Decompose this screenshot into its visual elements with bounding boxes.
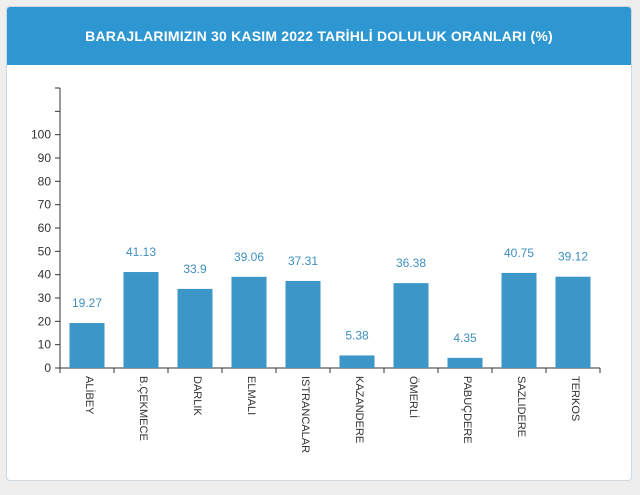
bar-value-label: 5.38 <box>345 328 369 342</box>
chart-card: BARAJLARIMIZIN 30 KASIM 2022 TARİHLİ DOL… <box>6 6 632 481</box>
bar-value-label: 36.38 <box>396 256 426 270</box>
y-tick-label: 50 <box>38 244 52 258</box>
bar-value-label: 33.9 <box>183 262 207 276</box>
bar <box>69 323 105 368</box>
bar <box>339 355 375 368</box>
y-tick-label: 10 <box>38 338 52 352</box>
bar-value-label: 37.31 <box>288 254 318 268</box>
bar <box>123 272 159 368</box>
bar <box>501 272 537 368</box>
y-tick-label: 20 <box>38 314 52 328</box>
bar-value-label: 39.06 <box>234 250 264 264</box>
bar-value-label: 41.13 <box>126 245 156 259</box>
bar-value-label: 4.35 <box>453 331 477 345</box>
y-tick-label: 60 <box>38 221 52 235</box>
chart-title: BARAJLARIMIZIN 30 KASIM 2022 TARİHLİ DOL… <box>85 28 553 44</box>
bar <box>177 288 213 368</box>
x-tick-label: TERKOS <box>569 376 581 421</box>
bar <box>555 276 591 368</box>
bar-value-label: 39.12 <box>558 250 588 264</box>
x-tick-label: ELMALI <box>245 376 257 415</box>
y-tick-label: 80 <box>38 174 52 188</box>
y-tick-label: 90 <box>38 151 52 165</box>
bar <box>231 276 267 368</box>
x-tick-label: ALİBEY <box>83 376 96 415</box>
y-tick-label: 30 <box>38 291 52 305</box>
x-tick-label: SAZLIDERE <box>515 376 527 437</box>
bar-value-label: 40.75 <box>504 246 534 260</box>
x-tick-label: PABUÇDERE <box>461 376 473 444</box>
x-tick-label: ÖMERLİ <box>407 376 420 418</box>
bar <box>393 283 429 368</box>
y-tick-label: 0 <box>44 361 51 375</box>
x-tick-label: ISTRANCALAR <box>299 376 311 453</box>
chart-header: BARAJLARIMIZIN 30 KASIM 2022 TARİHLİ DOL… <box>7 7 631 65</box>
x-tick-label: B.ÇEKMECE <box>137 376 149 441</box>
bar <box>447 357 483 368</box>
y-tick-label: 100 <box>31 128 51 142</box>
x-tick-label: DARLIK <box>191 376 203 416</box>
bar <box>285 280 321 368</box>
x-tick-label: KAZANDERE <box>353 376 365 443</box>
y-tick-label: 40 <box>38 268 52 282</box>
y-tick-label: 70 <box>38 198 52 212</box>
bar-value-label: 19.27 <box>72 296 102 310</box>
